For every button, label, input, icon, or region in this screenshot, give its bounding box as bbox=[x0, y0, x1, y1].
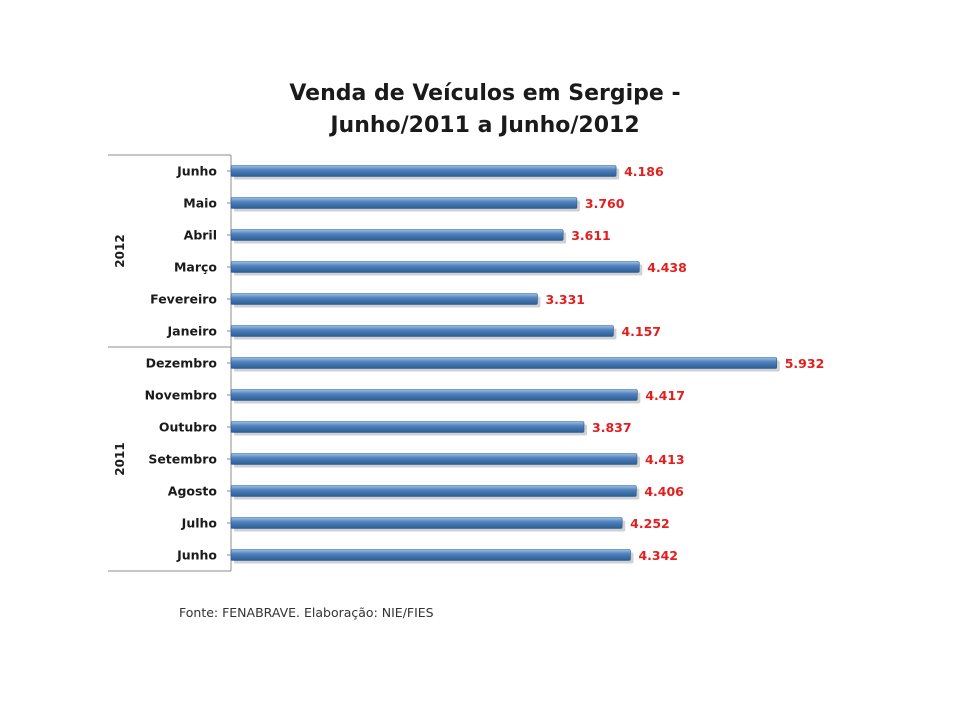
source-note: Fonte: FENABRAVE. Elaboração: NIE/FIES bbox=[179, 605, 434, 620]
category-label: Janeiro bbox=[167, 324, 218, 339]
category-label: Dezembro bbox=[146, 356, 218, 371]
bar-setembro-2011 bbox=[230, 453, 638, 465]
value-label: 3.611 bbox=[571, 228, 611, 243]
chart-title-line-2: Junho/2011 a Junho/2012 bbox=[330, 113, 640, 138]
bars-layer bbox=[230, 165, 780, 564]
bar-agosto-2011 bbox=[230, 485, 637, 497]
bar-julho-2011 bbox=[230, 517, 623, 529]
category-label: Setembro bbox=[148, 452, 217, 467]
value-label: 4.186 bbox=[624, 164, 664, 179]
category-label: Abril bbox=[184, 228, 217, 243]
bar-dezembro-2011 bbox=[230, 357, 778, 369]
bar-fevereiro-2012 bbox=[230, 293, 538, 305]
value-label: 4.406 bbox=[644, 484, 684, 499]
category-label: Fevereiro bbox=[150, 292, 217, 307]
group-label-2012: 2012 bbox=[113, 234, 127, 267]
chart-title-line-1: Venda de Veículos em Sergipe - bbox=[289, 81, 681, 106]
value-label: 3.837 bbox=[592, 420, 632, 435]
category-label: Novembro bbox=[145, 388, 218, 403]
group-label-2011: 2011 bbox=[113, 442, 127, 475]
category-label: Junho bbox=[176, 548, 217, 563]
value-label: 3.331 bbox=[545, 292, 585, 307]
value-label: 4.413 bbox=[645, 452, 685, 467]
bar-junho-2011 bbox=[230, 549, 631, 561]
value-label: 4.342 bbox=[638, 548, 678, 563]
chart-title: Venda de Veículos em Sergipe - Junho/201… bbox=[230, 78, 740, 142]
category-label: Junho bbox=[176, 164, 217, 179]
bar-maio-2012 bbox=[230, 197, 578, 209]
value-label: 3.760 bbox=[585, 196, 625, 211]
category-label: Agosto bbox=[168, 484, 218, 499]
bar-abril-2012 bbox=[230, 229, 564, 241]
bar-junho-2012 bbox=[230, 165, 617, 177]
category-label: Julho bbox=[181, 516, 218, 531]
bar-novembro-2011 bbox=[230, 389, 638, 401]
category-label: Maio bbox=[183, 196, 217, 211]
bar-março-2012 bbox=[230, 261, 640, 273]
value-label: 4.438 bbox=[647, 260, 687, 275]
value-label: 4.417 bbox=[645, 388, 685, 403]
value-label: 4.252 bbox=[630, 516, 670, 531]
labels-layer: 2012 2011 Junho 4.186 Maio 3.760 Abril 3.611 Mar… bbox=[113, 164, 824, 564]
bar-janeiro-2012 bbox=[230, 325, 614, 337]
category-label: Outubro bbox=[159, 420, 218, 435]
value-label: 4.157 bbox=[621, 324, 661, 339]
bar-outubro-2011 bbox=[230, 421, 585, 433]
category-label: Março bbox=[174, 260, 217, 275]
value-label: 5.932 bbox=[785, 356, 825, 371]
